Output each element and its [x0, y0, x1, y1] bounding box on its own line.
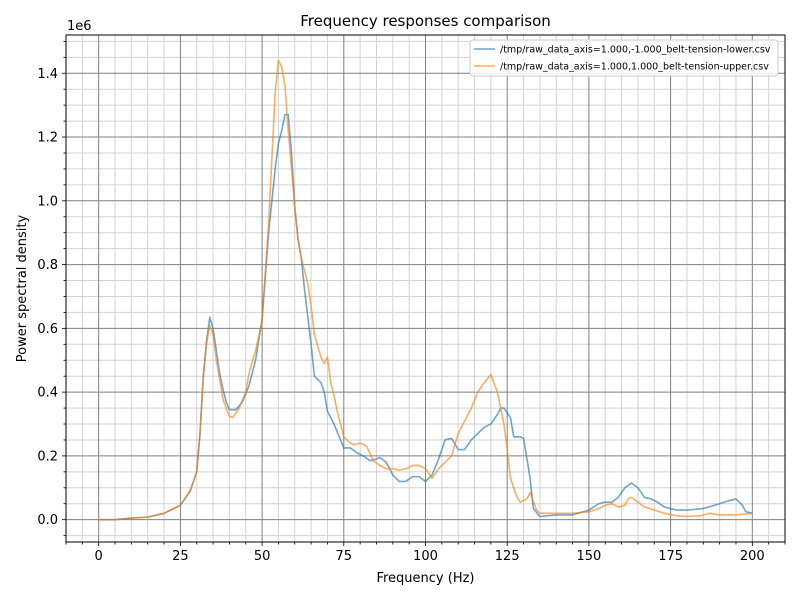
- legend-box: [469, 39, 779, 77]
- legend-label-upper: /tmp/raw_data_axis=1.000,1.000_belt-tens…: [500, 62, 769, 73]
- y-tick-label: 1.2: [37, 131, 58, 146]
- x-tick-label: 50: [254, 549, 271, 564]
- y-tick-label: 0.2: [37, 449, 58, 464]
- y-tick-label: 0.6: [37, 322, 58, 337]
- x-tick-label: 75: [336, 549, 353, 564]
- x-tick-label: 175: [658, 549, 683, 564]
- legend: /tmp/raw_data_axis=1.000,-1.000_belt-ten…: [469, 39, 779, 77]
- x-tick-label: 200: [740, 549, 765, 564]
- y-tick-label: 1.0: [37, 194, 58, 209]
- major-grid: [66, 35, 785, 542]
- x-tick-label: 150: [576, 549, 601, 564]
- y-offset-label: 1e6: [67, 19, 92, 34]
- chart-title: Frequency responses comparison: [300, 12, 551, 30]
- y-tick-label: 0.4: [37, 386, 58, 401]
- y-tick-label: 0.8: [37, 258, 58, 273]
- x-tick-label: 100: [413, 549, 438, 564]
- x-tick-label: 125: [495, 549, 520, 564]
- y-tick-label: 1.4: [37, 67, 58, 82]
- y-tick-label: 0.0: [37, 513, 58, 528]
- series-line-upper: [98, 59, 753, 521]
- x-axis-ticks: 0 25 50 75 100 125 150 175 200: [65, 542, 786, 564]
- x-tick-label: 0: [95, 549, 103, 564]
- y-axis-label: Power spectral density: [15, 214, 30, 362]
- x-axis-label: Frequency (Hz): [376, 571, 474, 586]
- series-lines: [98, 59, 753, 521]
- legend-label-lower: /tmp/raw_data_axis=1.000,-1.000_belt-ten…: [500, 45, 771, 56]
- y-axis-ticks: 0.0 0.2 0.4 0.6 0.8 1.0 1.2 1.4: [37, 40, 66, 537]
- x-tick-label: 25: [172, 549, 189, 564]
